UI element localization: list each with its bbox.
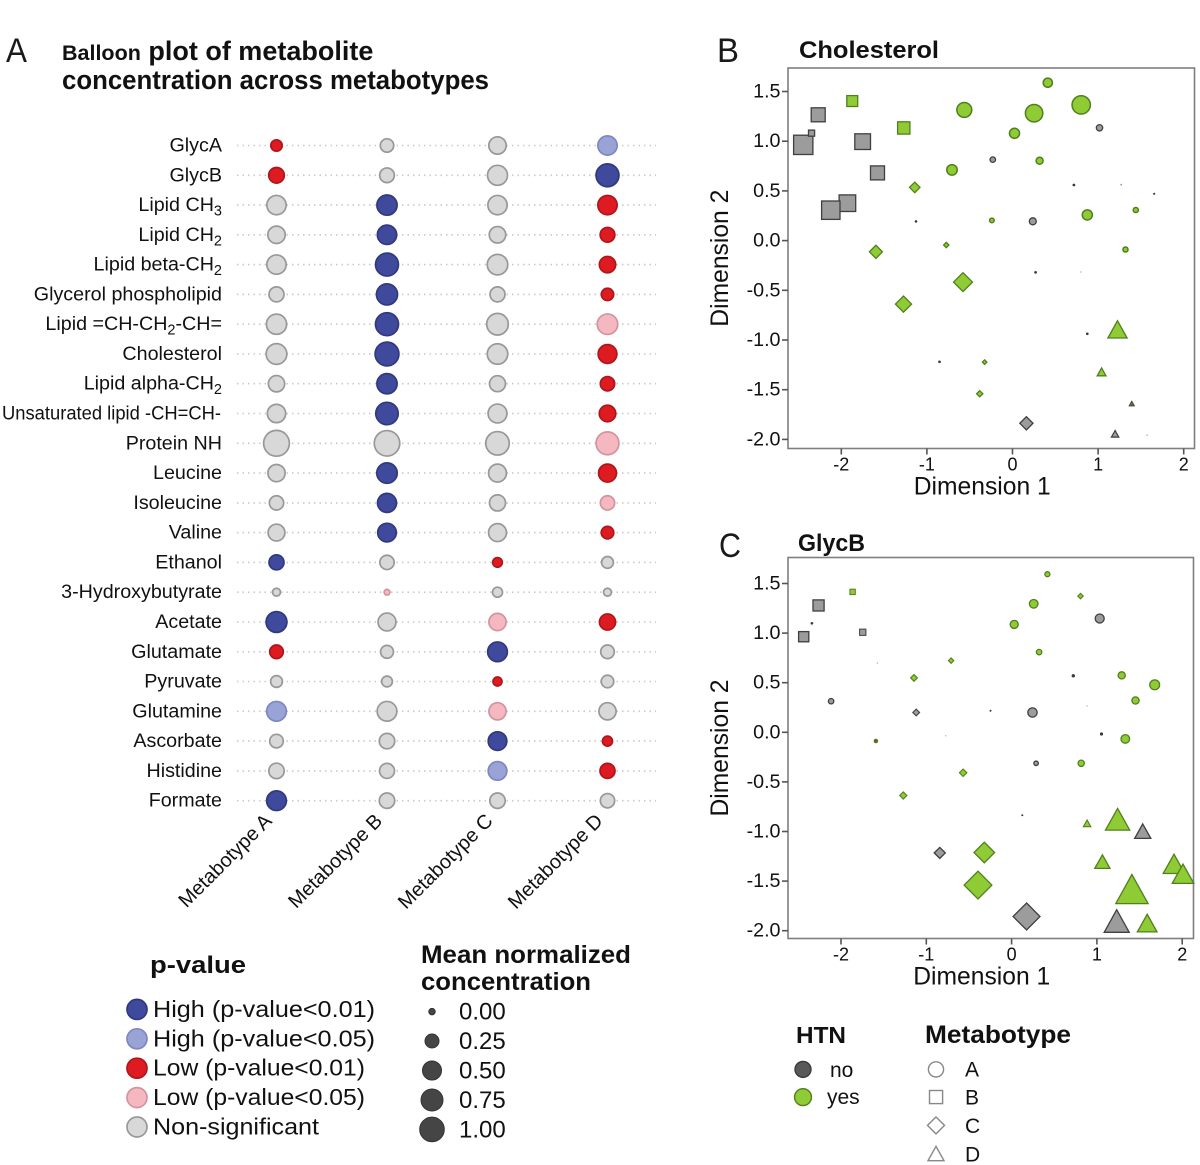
svg-text:High (p-value<0.01): High (p-value<0.01) xyxy=(153,996,375,1022)
svg-text:0.5: 0.5 xyxy=(753,180,780,202)
svg-text:Low (p-value<0.05): Low (p-value<0.05) xyxy=(153,1084,365,1110)
svg-text:Ascorbate: Ascorbate xyxy=(133,730,222,752)
svg-text:Lipid beta-CH2​: Lipid beta-CH2​ xyxy=(94,254,222,280)
svg-text:Non-significant: Non-significant xyxy=(153,1114,320,1140)
svg-text:1.0: 1.0 xyxy=(753,622,780,644)
svg-text:1: 1 xyxy=(1092,945,1102,965)
svg-text:GlycB: GlycB xyxy=(169,164,222,186)
svg-text:1: 1 xyxy=(1093,455,1103,475)
svg-text:Low (p-value<0.01): Low (p-value<0.01) xyxy=(153,1055,365,1081)
svg-text:2: 2 xyxy=(1179,455,1189,475)
svg-text:Balloon plot of metabolite: Balloon plot of metabolite xyxy=(62,36,373,66)
svg-text:0.5: 0.5 xyxy=(753,672,780,694)
svg-text:concentration: concentration xyxy=(421,968,591,996)
svg-text:Histidine: Histidine xyxy=(146,760,222,782)
svg-text:Glutamate: Glutamate xyxy=(131,641,222,663)
svg-text:A: A xyxy=(965,1058,979,1081)
svg-text:0.25: 0.25 xyxy=(459,1028,506,1055)
svg-text:GlycB: GlycB xyxy=(798,530,865,557)
svg-text:Dimension 1: Dimension 1 xyxy=(914,473,1051,501)
svg-text:Dimension 2: Dimension 2 xyxy=(706,190,734,327)
svg-text:-2: -2 xyxy=(833,945,849,965)
svg-text:p-value: p-value xyxy=(150,952,246,979)
svg-text:Metabotype: Metabotype xyxy=(925,1021,1071,1049)
svg-text:Cholesterol: Cholesterol xyxy=(122,343,222,365)
svg-text:-0.5: -0.5 xyxy=(747,279,781,301)
svg-text:B: B xyxy=(965,1087,979,1110)
svg-text:Isoleucine: Isoleucine xyxy=(133,492,222,514)
svg-text:-2.0: -2.0 xyxy=(747,428,781,450)
svg-text:Mean normalized: Mean normalized xyxy=(421,941,631,969)
svg-text:1.5: 1.5 xyxy=(753,81,780,103)
svg-text:1.00: 1.00 xyxy=(459,1116,506,1143)
svg-text:yes: yes xyxy=(827,1086,860,1109)
svg-text:Dimension 1: Dimension 1 xyxy=(913,963,1050,991)
svg-text:GlycA: GlycA xyxy=(169,135,222,157)
svg-text:High (p-value<0.05): High (p-value<0.05) xyxy=(153,1025,375,1051)
svg-text:-1.5: -1.5 xyxy=(747,870,781,892)
svg-text:Dimension 2: Dimension 2 xyxy=(706,680,734,817)
svg-text:-1: -1 xyxy=(919,455,935,475)
svg-text:Unsaturated lipid -CH=CH-: Unsaturated lipid -CH=CH- xyxy=(2,403,221,425)
svg-text:B: B xyxy=(717,32,739,70)
svg-text:-1.5: -1.5 xyxy=(747,379,781,401)
svg-text:C: C xyxy=(965,1115,980,1138)
svg-text:2: 2 xyxy=(1177,945,1187,965)
svg-text:no: no xyxy=(830,1059,853,1082)
svg-text:concentration across metabotyp: concentration across metabotypes xyxy=(62,65,489,95)
svg-text:0.0: 0.0 xyxy=(753,721,780,743)
svg-text:-0.5: -0.5 xyxy=(747,771,781,793)
svg-text:0.75: 0.75 xyxy=(459,1087,506,1114)
svg-text:Valine: Valine xyxy=(169,522,222,544)
svg-text:Ethanol: Ethanol xyxy=(155,551,222,573)
svg-text:Formate: Formate xyxy=(149,790,222,812)
svg-text:-2: -2 xyxy=(833,455,849,475)
svg-text:D: D xyxy=(965,1143,980,1165)
svg-text:0: 0 xyxy=(1007,455,1017,475)
svg-text:Lipid alpha-CH2​: Lipid alpha-CH2​ xyxy=(84,373,222,399)
svg-text:Protein NH: Protein NH xyxy=(126,432,222,454)
svg-text:0.00: 0.00 xyxy=(459,999,506,1026)
svg-text:A: A xyxy=(6,32,27,70)
svg-text:-1.0: -1.0 xyxy=(747,329,781,351)
svg-text:Acetate: Acetate xyxy=(155,611,222,633)
svg-text:-1: -1 xyxy=(918,945,934,965)
svg-text:Lipid CH3​: Lipid CH3​ xyxy=(138,194,222,220)
svg-text:Lipid =CH-CH2​-CH=: Lipid =CH-CH2​-CH= xyxy=(45,313,222,339)
svg-text:0.0: 0.0 xyxy=(753,230,780,252)
svg-text:Lipid CH2​: Lipid CH2​ xyxy=(138,224,222,250)
svg-text:Glutamine: Glutamine xyxy=(132,700,222,722)
svg-text:Leucine: Leucine xyxy=(153,462,222,484)
svg-text:1.0: 1.0 xyxy=(753,130,780,152)
svg-text:3-Hydroxybutyrate: 3-Hydroxybutyrate xyxy=(61,581,222,603)
svg-text:0: 0 xyxy=(1007,945,1017,965)
svg-text:Pyruvate: Pyruvate xyxy=(144,671,222,693)
svg-text:HTN: HTN xyxy=(796,1022,846,1048)
svg-text:1.5: 1.5 xyxy=(753,573,780,595)
svg-text:Glycerol phospholipid: Glycerol phospholipid xyxy=(34,283,222,305)
svg-text:Cholesterol: Cholesterol xyxy=(799,37,939,64)
svg-text:C: C xyxy=(719,527,741,565)
svg-text:0.50: 0.50 xyxy=(459,1058,506,1085)
svg-text:-2.0: -2.0 xyxy=(747,920,781,942)
svg-text:-1.0: -1.0 xyxy=(747,821,781,843)
